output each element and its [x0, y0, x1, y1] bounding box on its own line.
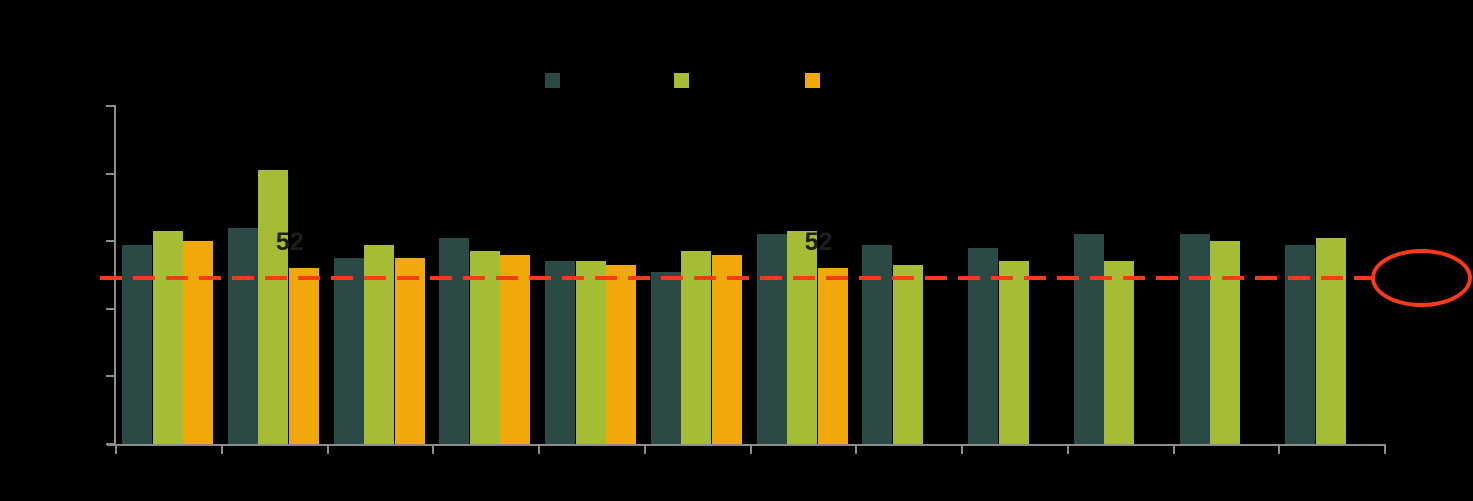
- x-axis-tick: [643, 446, 646, 454]
- bar-series-1-category-1: [122, 244, 152, 444]
- y-axis-tick: [106, 443, 114, 445]
- x-axis-tick: [220, 446, 223, 454]
- bar-series-2-category-7: [787, 231, 817, 444]
- y-axis-tick: [106, 105, 114, 107]
- bar-series-1-category-6: [650, 271, 681, 444]
- legend-item-series-3: [805, 73, 828, 88]
- bar-series-1-category-4: [439, 237, 470, 444]
- x-axis-tick: [326, 446, 329, 454]
- legend-swatch-series-1-icon: [545, 73, 560, 88]
- bar-series-1-category-7: [756, 234, 787, 444]
- bar-series-3-category-7: [817, 268, 848, 444]
- y-axis-tick: [106, 172, 114, 175]
- legend-item-series-1: [545, 73, 568, 88]
- reference-line: [100, 276, 1372, 281]
- bar-series-1-category-9: [968, 247, 998, 444]
- y-axis: [114, 105, 116, 445]
- x-axis-tick: [749, 446, 752, 454]
- bar-series-2-category-3: [364, 244, 394, 444]
- x-axis-tick: [855, 446, 858, 454]
- bar-series-3-category-1: [183, 241, 213, 444]
- bar-series-3-category-6: [711, 254, 742, 444]
- bar-series-1-category-8: [862, 244, 893, 444]
- legend-item-series-2: [674, 73, 697, 88]
- x-axis-tick: [1384, 446, 1386, 454]
- x-axis-tick: [961, 446, 963, 454]
- bar-series-3-category-3: [394, 258, 425, 444]
- bar-series-1-category-10: [1073, 234, 1104, 444]
- highlight-ellipse-annotation: [1371, 249, 1472, 307]
- bar-series-2-category-9: [998, 261, 1029, 444]
- bar-series-2-category-6: [681, 251, 712, 444]
- bar-series-1-category-11: [1179, 234, 1210, 444]
- x-axis-tick: [432, 446, 435, 454]
- bar-series-3-category-5: [606, 264, 636, 444]
- bar-data-label: 52: [804, 228, 833, 257]
- x-axis-tick: [1066, 446, 1069, 454]
- bar-series-2-category-11: [1210, 241, 1240, 444]
- bar-series-2-category-12: [1315, 237, 1346, 444]
- bar-series-2-category-4: [469, 251, 500, 444]
- y-axis-tick: [106, 240, 114, 243]
- bar-series-2-category-1: [152, 231, 183, 444]
- x-axis-tick: [115, 446, 117, 454]
- bar-series-2-category-10: [1104, 261, 1135, 444]
- bar-series-3-category-2: [288, 268, 319, 444]
- bar-series-1-category-3: [333, 258, 364, 444]
- legend-swatch-series-2-icon: [674, 73, 689, 88]
- y-axis-tick: [106, 307, 114, 310]
- x-axis-tick: [1172, 446, 1175, 454]
- bar-series-1-category-5: [545, 261, 575, 444]
- x-axis: [107, 444, 1386, 446]
- bar-series-2-category-2: [258, 170, 289, 444]
- bar-series-1-category-2: [227, 227, 258, 444]
- x-axis-tick: [538, 446, 540, 454]
- x-axis-tick: [1278, 446, 1281, 454]
- bar-series-2-category-8: [892, 264, 923, 444]
- bar-series-1-category-12: [1285, 244, 1316, 444]
- bar-series-3-category-4: [500, 254, 531, 444]
- bar-series-2-category-5: [575, 261, 606, 444]
- bar-data-label: 52: [275, 228, 304, 257]
- legend-swatch-series-3-icon: [805, 73, 820, 88]
- y-axis-tick: [106, 375, 114, 378]
